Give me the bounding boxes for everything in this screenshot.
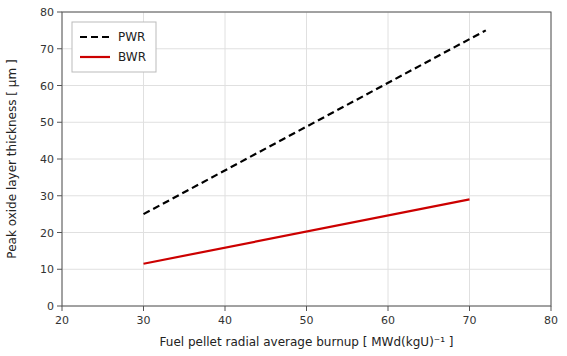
axes: 20 30 40 50 60 70 80 0 10 20 30 40 50 60 70 80	[40, 6, 558, 327]
tick-x	[306, 306, 307, 311]
legend-label: BWR	[118, 50, 146, 64]
grid-line-y	[62, 122, 551, 123]
tick-label-y: 20	[40, 227, 54, 240]
legend-box	[72, 22, 156, 72]
tick-y	[57, 122, 62, 123]
tick-label-y: 40	[40, 153, 54, 166]
legend-label: PWR	[118, 30, 145, 44]
chart: 20 30 40 50 60 70 80 0 10 20 30 40 50 60 70 80 Fuel pell…	[0, 0, 567, 356]
tick-label-x: 40	[218, 314, 232, 327]
tick-y	[57, 269, 62, 270]
tick-x	[62, 306, 63, 311]
grid-line-y	[62, 159, 551, 160]
tick-label-y: 70	[40, 43, 54, 56]
series-line	[144, 30, 486, 214]
legend: PWR BWR	[72, 22, 156, 72]
legend-swatch	[80, 56, 110, 58]
tick-label-y: 0	[47, 300, 54, 313]
tick-label-y: 10	[40, 263, 54, 276]
tick-label-y: 50	[40, 116, 54, 129]
tick-y	[57, 48, 62, 49]
tick-label-y: 60	[40, 80, 54, 93]
tick-x	[469, 306, 470, 311]
tick-y	[57, 159, 62, 160]
series-line	[144, 199, 470, 263]
grid-line-y	[62, 269, 551, 270]
tick-y	[57, 12, 62, 13]
tick-label-x: 80	[544, 314, 558, 327]
tick-label-y: 30	[40, 190, 54, 203]
x-axis-label: Fuel pellet radial average burnup [ MWd(…	[160, 335, 454, 349]
grid	[62, 12, 551, 306]
tick-label-x: 60	[381, 314, 395, 327]
tick-x	[143, 306, 144, 311]
background	[0, 0, 567, 356]
tick-y	[57, 195, 62, 196]
series-group	[144, 30, 486, 263]
tick-y	[57, 85, 62, 86]
tick-label-x: 20	[55, 314, 69, 327]
tick-label-y: 80	[40, 6, 54, 19]
tick-label-x: 50	[300, 314, 314, 327]
plot-frame	[62, 12, 551, 306]
tick-y	[57, 232, 62, 233]
grid-line-y	[62, 85, 551, 86]
legend-swatch	[80, 36, 110, 38]
tick-x	[225, 306, 226, 311]
tick-label-x: 70	[463, 314, 477, 327]
tick-y	[57, 306, 62, 307]
y-axis-label: Peak oxide layer thickness [ μm ]	[5, 59, 19, 258]
grid-line-y	[62, 195, 551, 196]
tick-x	[551, 306, 552, 311]
tick-x	[388, 306, 389, 311]
tick-label-x: 30	[137, 314, 151, 327]
